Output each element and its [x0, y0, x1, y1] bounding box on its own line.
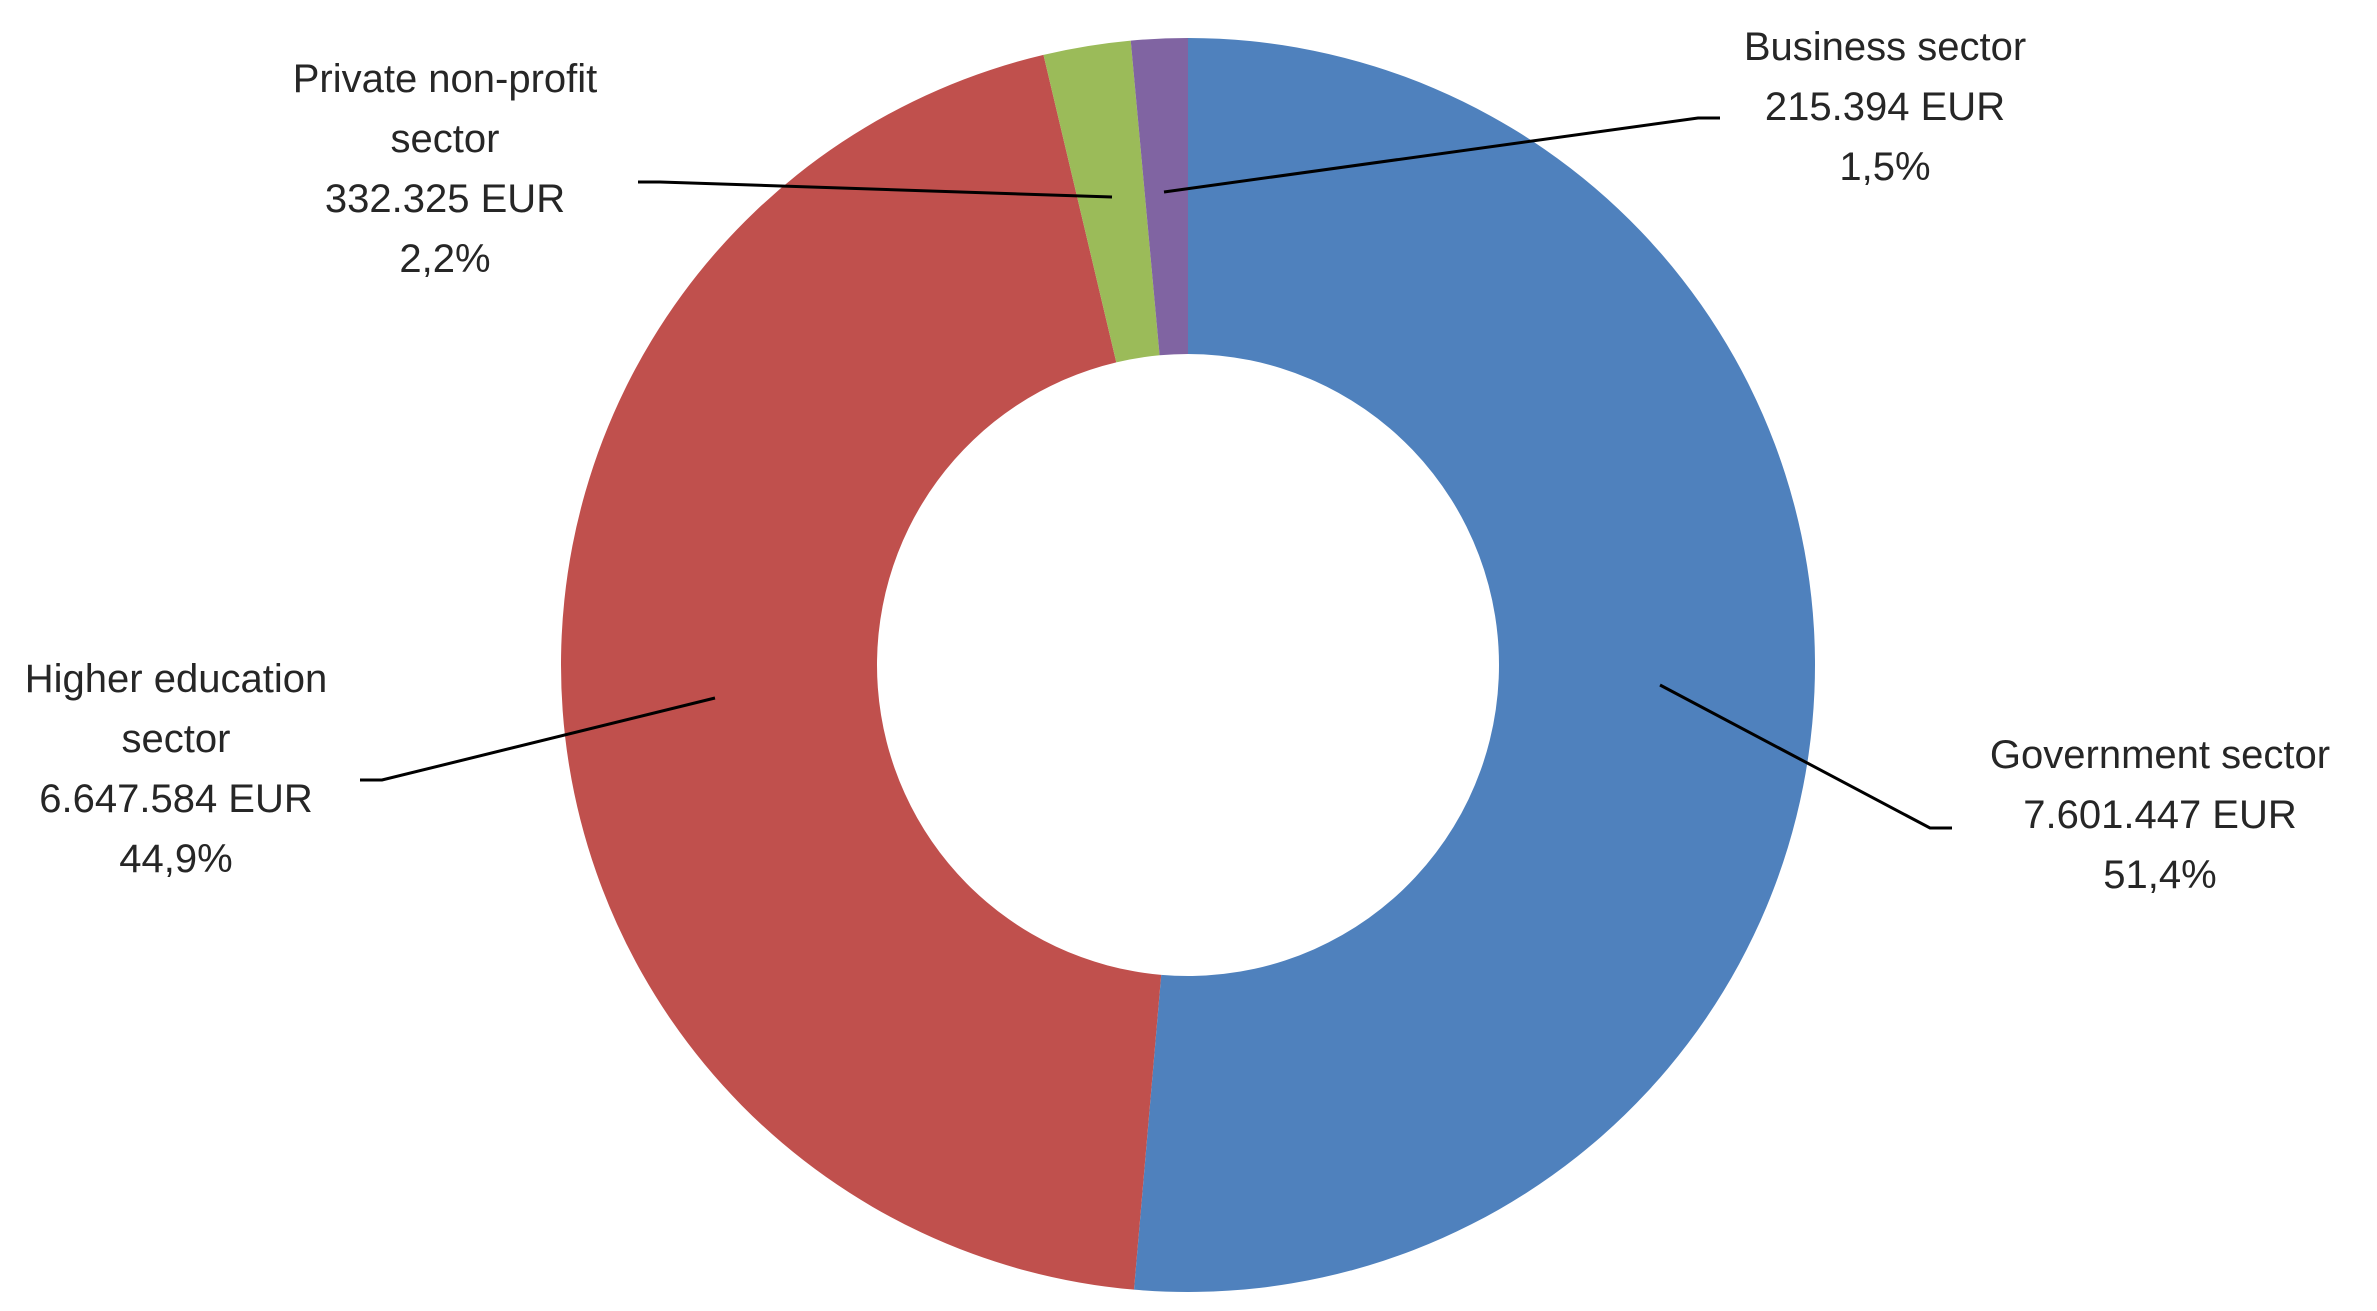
data-label-private-non-profit-sector: Private non-profit sector 332.325 EUR 2,2% [293, 57, 598, 281]
data-label-line: Higher education [25, 657, 327, 701]
data-label-higher-education-sector: Higher education sector 6.647.584 EUR 44,9% [25, 657, 327, 881]
data-label-line: Private non-profit [293, 57, 598, 101]
data-label-line: sector [122, 717, 231, 761]
data-label-line: 7.601.447 EUR [2023, 793, 2297, 837]
leader-line-government-sector [1659, 683, 1952, 830]
data-label-line: Business sector [1744, 25, 2026, 69]
slice-higher-education-sector [560, 54, 1162, 1290]
data-label-line: 44,9% [119, 837, 232, 881]
leader-line-private-non-profit-sector [638, 180, 1113, 199]
data-label-line: 51,4% [2103, 853, 2216, 897]
slice-government-sector [1134, 38, 1815, 1292]
data-label-line: 1,5% [1839, 145, 1930, 189]
data-label-line: Government sector [1990, 733, 2330, 777]
data-label-business-sector: Business sector 215.394 EUR 1,5% [1744, 25, 2026, 189]
leader-lines-layer [360, 116, 1952, 830]
leader-line-higher-education-sector [360, 696, 716, 782]
data-label-line: 2,2% [399, 237, 490, 281]
data-label-line: 332.325 EUR [325, 177, 565, 221]
data-labels-layer: Government sector 7.601.447 EUR 51,4% Highe… [25, 25, 2330, 897]
slice-business-sector [1130, 38, 1188, 356]
data-label-government-sector: Government sector 7.601.447 EUR 51,4% [1990, 733, 2330, 897]
slice-private-non-profit-sector [1043, 40, 1160, 363]
leader-line-business-sector [1163, 116, 1720, 194]
data-label-line: 6.647.584 EUR [39, 777, 313, 821]
slices-layer [560, 38, 1815, 1292]
data-label-line: 215.394 EUR [1765, 85, 2005, 129]
data-label-line: sector [391, 117, 500, 161]
